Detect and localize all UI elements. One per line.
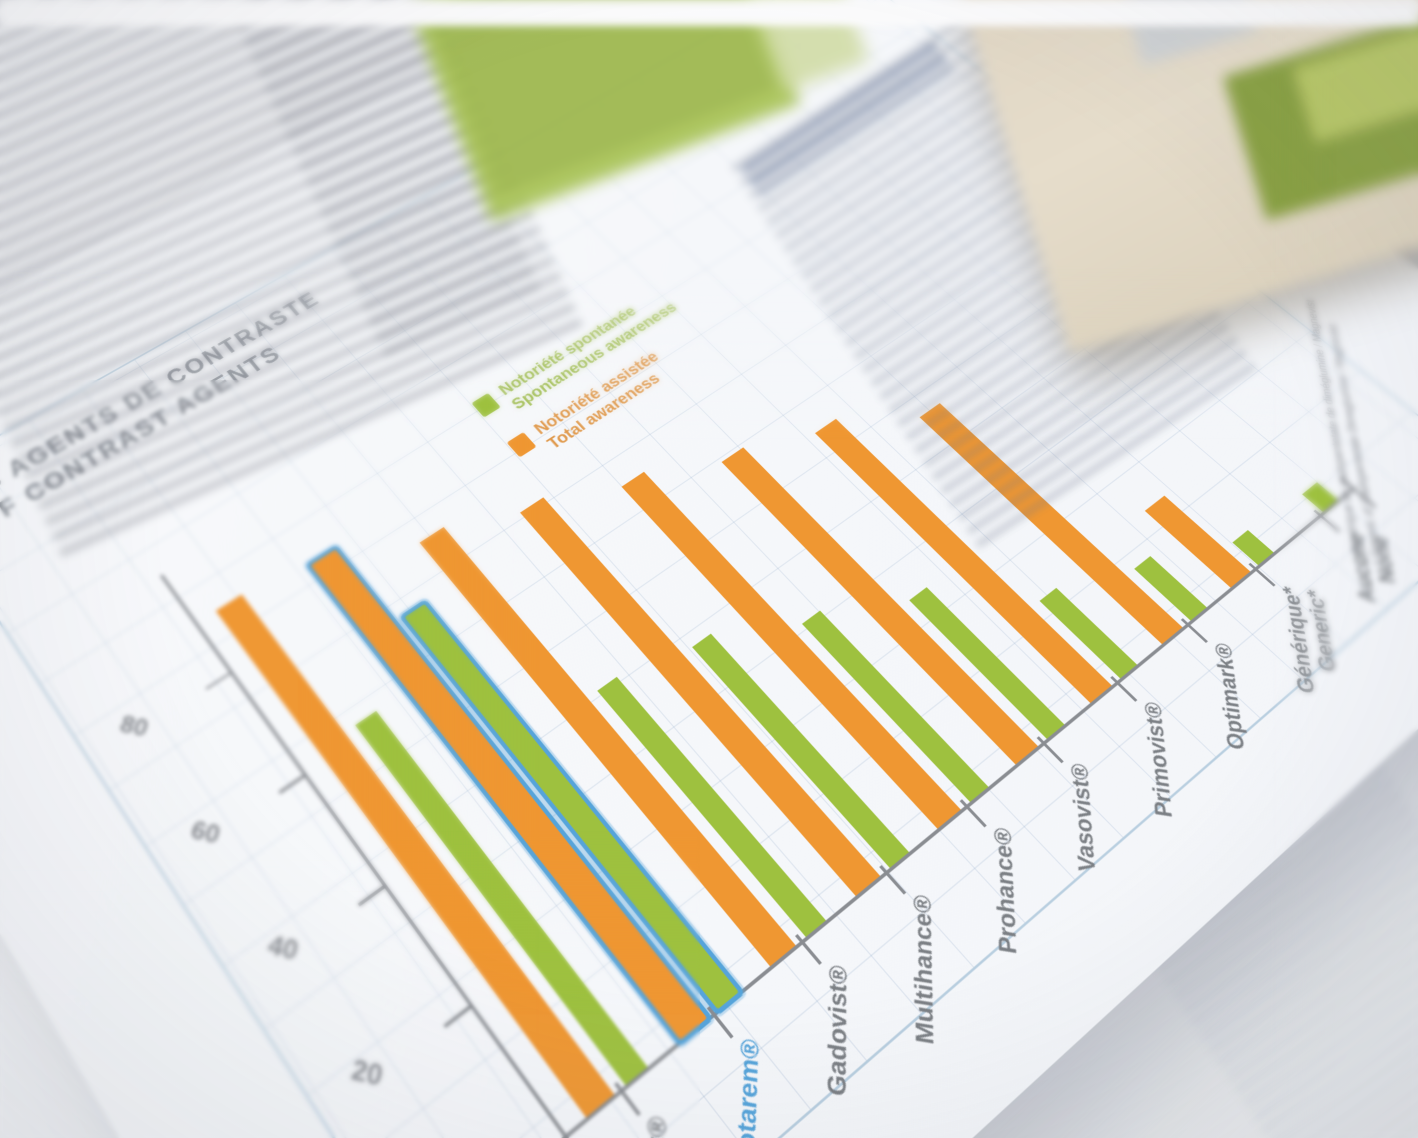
category-tick: [1248, 563, 1276, 587]
category-label: Gadovist®: [823, 963, 853, 1099]
y-tick-label: 80: [116, 709, 152, 741]
category-label: Primovist®: [1140, 700, 1178, 819]
y-tick: [443, 1005, 471, 1028]
category-label: Aucune None: [1343, 531, 1401, 604]
category-label: Prohance®: [989, 826, 1023, 956]
y-tick: [205, 672, 231, 690]
category-tick: [1110, 676, 1138, 702]
category-label: Multihance®: [909, 893, 940, 1047]
category-label: Magnevist®: [619, 1114, 673, 1138]
category-tick: [1036, 736, 1064, 764]
y-tick: [357, 885, 385, 907]
category-label: Optimark®: [1210, 641, 1251, 752]
y-tick-label: 60: [188, 815, 224, 850]
photo-top-highlight: [0, 0, 1418, 26]
category-tick: [879, 865, 906, 895]
category-tick: [959, 799, 987, 828]
y-tick-label: 40: [265, 929, 302, 966]
category-tick: [1180, 618, 1208, 643]
category-label: Vasovist®: [1066, 761, 1102, 874]
y-tick-label: 20: [348, 1052, 386, 1093]
y-tick: [278, 775, 305, 795]
category-tick: [1313, 509, 1341, 533]
category-label: Générique* Generic*: [1278, 585, 1342, 695]
category-label: Dotarem®: [731, 1037, 765, 1138]
